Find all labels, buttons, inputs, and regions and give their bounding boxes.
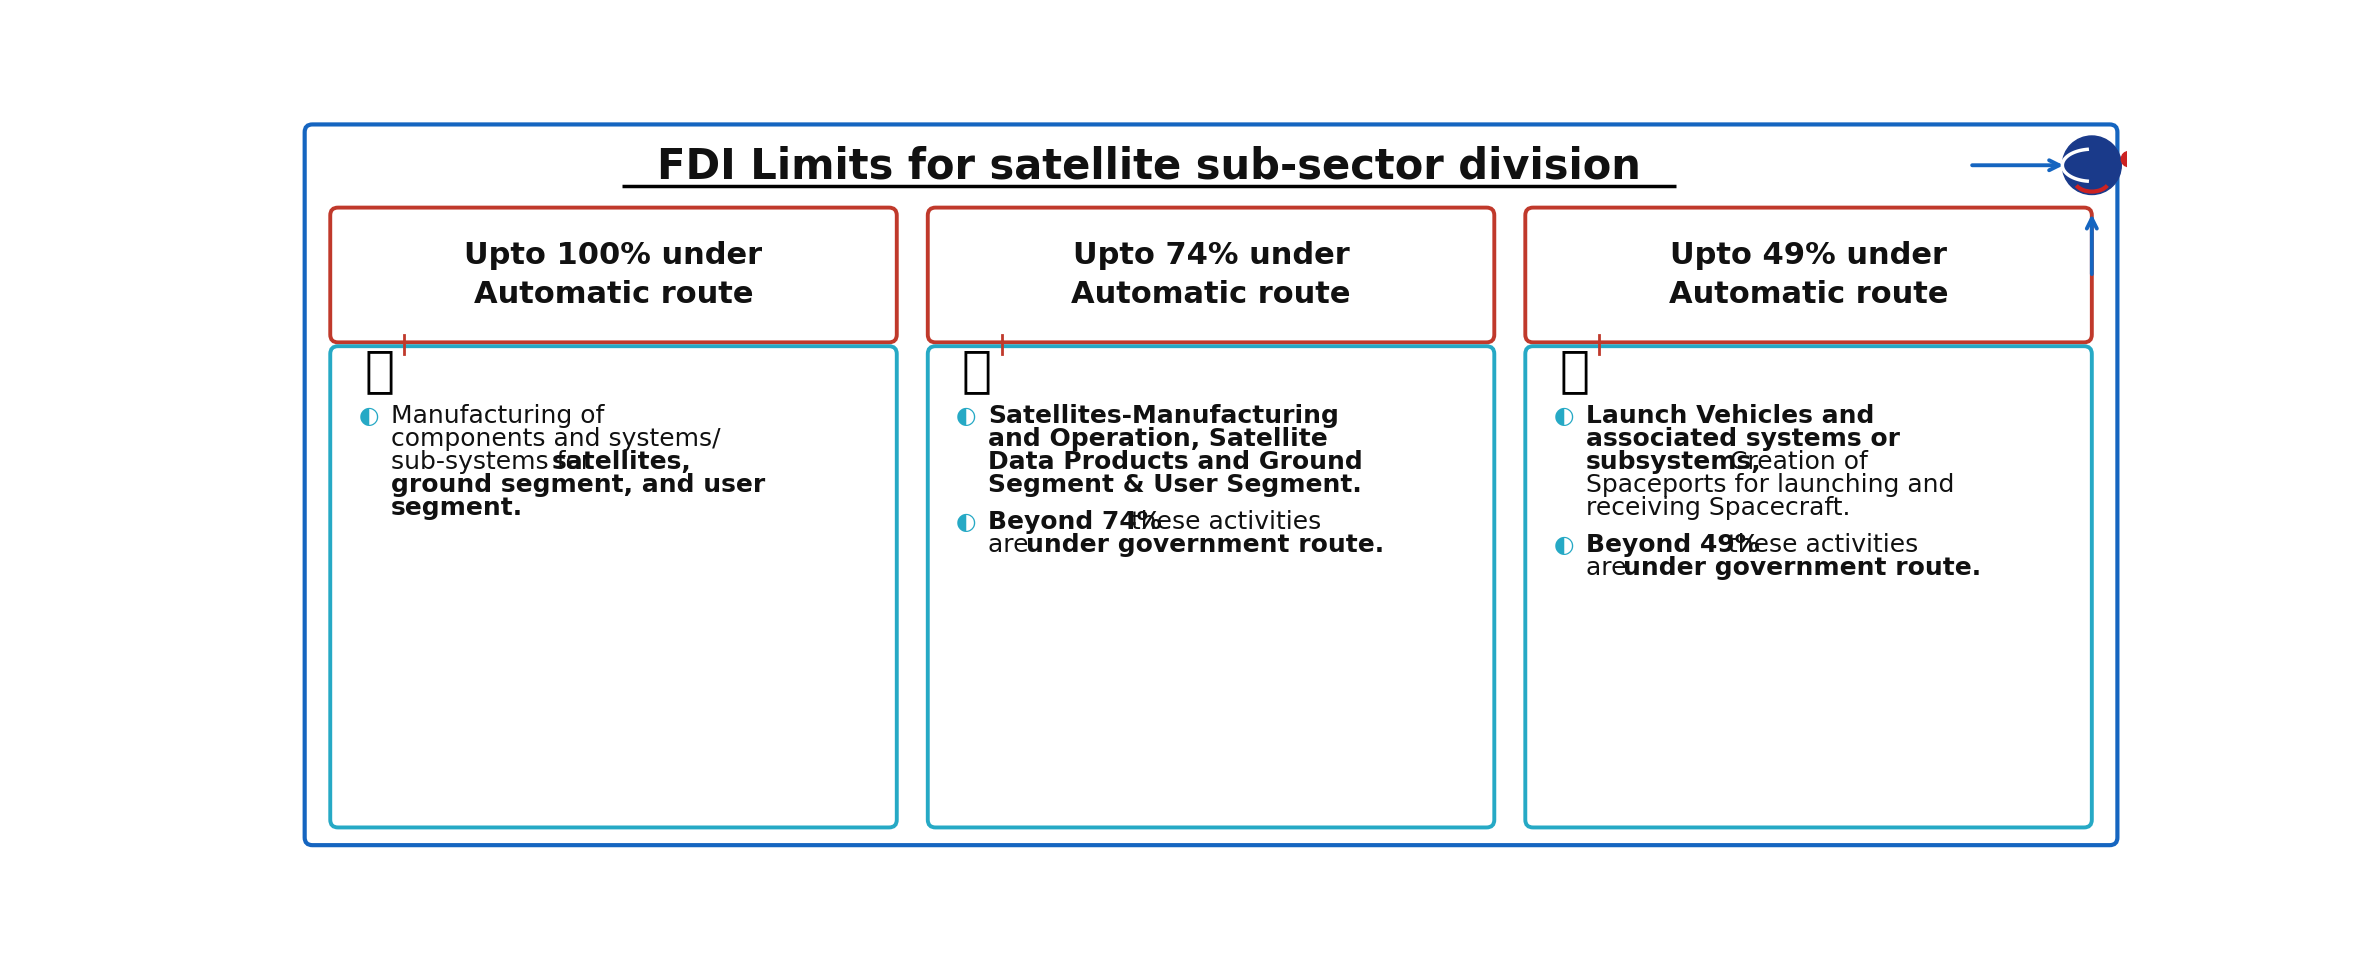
Text: Upto 49% under
Automatic route: Upto 49% under Automatic route: [1668, 241, 1949, 308]
FancyBboxPatch shape: [929, 347, 1493, 828]
Text: are: are: [1586, 557, 1635, 581]
Text: under government route.: under government route.: [1026, 534, 1385, 558]
Text: sub-systems for: sub-systems for: [390, 450, 598, 474]
Text: are: are: [988, 534, 1037, 558]
Text: Upto 74% under
Automatic route: Upto 74% under Automatic route: [1070, 241, 1352, 308]
Text: ◐: ◐: [957, 510, 976, 534]
FancyBboxPatch shape: [1524, 347, 2091, 828]
Text: ◐: ◐: [1555, 534, 1574, 558]
Text: receiving Spacecraft.: receiving Spacecraft.: [1586, 496, 1850, 520]
Text: ground segment, and user: ground segment, and user: [390, 473, 766, 497]
Text: Creation of: Creation of: [1723, 450, 1867, 474]
Text: ◐: ◐: [359, 404, 380, 428]
Text: these activities: these activities: [1720, 534, 1919, 558]
Text: Spaceports for launching and: Spaceports for launching and: [1586, 473, 1954, 497]
Text: Segment & User Segment.: Segment & User Segment.: [988, 473, 1361, 497]
Text: Beyond 74%: Beyond 74%: [988, 510, 1163, 534]
Text: FDI Limits for satellite sub-sector division: FDI Limits for satellite sub-sector divi…: [657, 146, 1640, 188]
Circle shape: [2122, 152, 2136, 167]
Text: Launch Vehicles and: Launch Vehicles and: [1586, 404, 1874, 428]
Text: and Operation, Satellite: and Operation, Satellite: [988, 427, 1328, 451]
Text: 🛰: 🛰: [962, 347, 992, 395]
Text: associated systems or: associated systems or: [1586, 427, 1900, 451]
FancyBboxPatch shape: [331, 207, 898, 343]
Text: components and systems/: components and systems/: [390, 427, 721, 451]
Text: Manufacturing of: Manufacturing of: [390, 404, 605, 428]
Text: segment.: segment.: [390, 496, 522, 520]
Text: under government route.: under government route.: [1623, 557, 1983, 581]
Text: 🏭: 🏭: [364, 347, 395, 395]
Text: satellites,: satellites,: [553, 450, 692, 474]
Circle shape: [2063, 136, 2122, 195]
Text: Beyond 49%: Beyond 49%: [1586, 534, 1760, 558]
Text: ◐: ◐: [957, 404, 976, 428]
Text: Data Products and Ground: Data Products and Ground: [988, 450, 1363, 474]
Text: Upto 100% under
Automatic route: Upto 100% under Automatic route: [466, 241, 763, 308]
FancyBboxPatch shape: [1524, 207, 2091, 343]
Text: ◐: ◐: [1555, 404, 1574, 428]
FancyBboxPatch shape: [331, 347, 898, 828]
Text: subsystems,: subsystems,: [1586, 450, 1760, 474]
Text: 🚀: 🚀: [1560, 347, 1590, 395]
Text: Satellites-Manufacturing: Satellites-Manufacturing: [988, 404, 1340, 428]
FancyBboxPatch shape: [929, 207, 1493, 343]
Text: these activities: these activities: [1122, 510, 1321, 534]
